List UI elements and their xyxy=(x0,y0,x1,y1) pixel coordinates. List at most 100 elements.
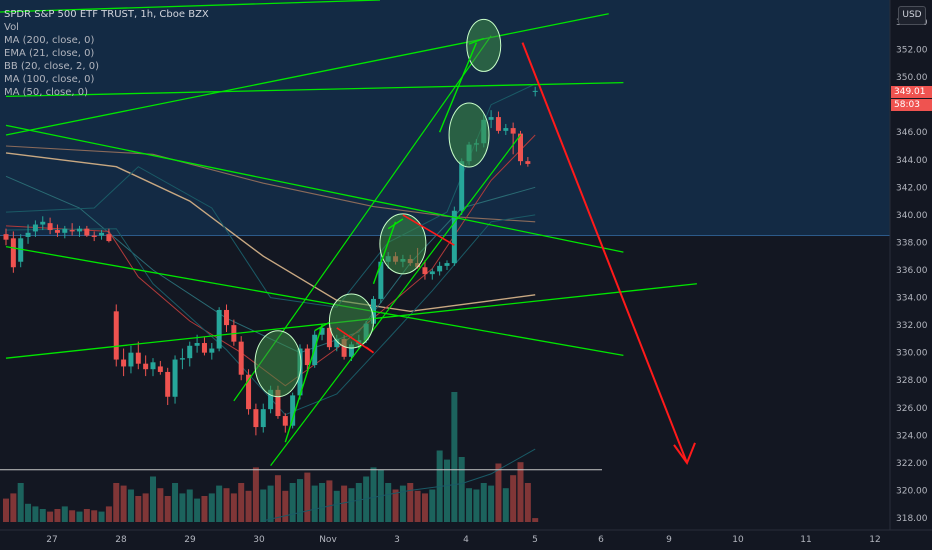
candle xyxy=(238,336,244,381)
candle xyxy=(510,122,516,155)
candle xyxy=(209,343,215,360)
time-axis: 27 28 29 30 Nov 3 4 5 6 9 10 11 12 xyxy=(0,529,932,545)
candle xyxy=(40,216,46,231)
candle-body xyxy=(290,395,296,426)
candle-body xyxy=(459,161,465,211)
drawing-annotations xyxy=(0,0,697,467)
candle-body xyxy=(304,348,310,366)
volume-bar xyxy=(421,493,428,522)
legend-bb[interactable]: BB (20, close, 2, 0) xyxy=(4,61,99,72)
candle xyxy=(459,158,465,215)
volume-bar xyxy=(216,485,223,522)
candle xyxy=(525,157,531,167)
candle-body xyxy=(25,232,31,237)
step-arrow xyxy=(372,221,397,285)
volume-bar xyxy=(127,489,134,522)
candle xyxy=(532,86,538,97)
price-tick-label: 346.00 xyxy=(896,128,928,138)
candle xyxy=(518,130,523,166)
volume-bar xyxy=(39,509,46,522)
currency-button[interactable]: USD xyxy=(898,6,926,25)
volume-bar xyxy=(32,506,39,522)
volume-bar xyxy=(458,457,465,522)
highlight-ellipse xyxy=(379,213,427,275)
time-tick-label: 27 xyxy=(46,535,57,545)
candle-body xyxy=(348,344,354,357)
legend-ma50[interactable]: MA (50, close, 0) xyxy=(4,87,89,98)
volume-bar xyxy=(392,489,399,522)
time-tick-label: 4 xyxy=(463,535,469,545)
price-tick-label: 336.00 xyxy=(896,266,928,276)
candle-body xyxy=(334,338,340,348)
candle xyxy=(77,225,82,237)
volume-bar xyxy=(142,493,149,522)
candle xyxy=(246,369,252,415)
volume-bar xyxy=(282,490,289,522)
volume-bar xyxy=(201,496,208,522)
price-tick-label: 340.00 xyxy=(896,211,928,221)
candle xyxy=(503,123,509,135)
legend-volume[interactable]: Vol xyxy=(4,22,19,33)
trend-line-top xyxy=(0,0,381,13)
volume-bar xyxy=(399,485,406,522)
candle xyxy=(54,224,60,237)
candle-body xyxy=(260,409,266,428)
legend-title[interactable]: SPDR S&P 500 ETF TRUST, 1h, Cboe BZX xyxy=(4,9,209,20)
candle xyxy=(165,367,171,406)
candle-body xyxy=(437,265,443,272)
candle xyxy=(99,230,105,240)
volume-bar xyxy=(480,483,487,522)
time-tick-label: Nov xyxy=(319,535,337,545)
volume-bar xyxy=(113,483,120,522)
volume-bar xyxy=(17,483,24,522)
candle-body xyxy=(268,389,274,410)
volume-bar xyxy=(333,490,340,522)
volume-bar xyxy=(98,511,105,522)
legend-ma200[interactable]: MA (200, close, 0) xyxy=(4,35,95,46)
volume-bar xyxy=(69,510,76,522)
price-tick-label: 344.00 xyxy=(896,156,928,166)
legend-ma100[interactable]: MA (100, close, 0) xyxy=(4,74,95,85)
volume-bar xyxy=(289,483,296,522)
current-price-tag: 349.01 xyxy=(891,86,932,98)
candle xyxy=(444,260,450,270)
trend-line xyxy=(5,245,624,357)
volume-bar xyxy=(208,493,215,522)
volume-bar xyxy=(510,475,517,522)
volume-bar xyxy=(319,483,326,522)
legend-ema21[interactable]: EMA (21, close, 0) xyxy=(4,48,95,59)
candle xyxy=(25,224,31,244)
candle-body xyxy=(282,416,288,426)
candle xyxy=(378,252,384,304)
candle xyxy=(10,231,16,273)
volume-bar xyxy=(341,485,348,522)
candle xyxy=(128,345,134,374)
candle xyxy=(18,234,24,268)
candle-body xyxy=(150,362,156,370)
volume-bar xyxy=(304,472,311,522)
chart-legend: SPDR S&P 500 ETF TRUST, 1h, Cboe BZX Vol… xyxy=(4,8,209,99)
volume-bar xyxy=(76,511,83,522)
candle xyxy=(224,304,229,332)
candle xyxy=(290,392,296,429)
volume-bar xyxy=(502,488,509,522)
candle xyxy=(429,268,435,280)
step-arrow-head xyxy=(468,37,485,45)
volume-bar xyxy=(444,459,450,522)
candle-body xyxy=(106,234,112,242)
channel-lower-line xyxy=(270,134,521,467)
volume-bar xyxy=(252,467,259,522)
candle-body xyxy=(209,348,215,353)
volume-bar xyxy=(25,503,32,522)
candle-body xyxy=(444,263,450,266)
volume-bar xyxy=(10,493,17,522)
candle-body xyxy=(532,90,538,92)
candle-body xyxy=(422,267,428,275)
candle xyxy=(282,413,288,433)
candle-body xyxy=(3,234,9,240)
candle-body xyxy=(275,389,281,417)
price-tick-label: 352.00 xyxy=(896,46,928,56)
candle-body xyxy=(503,128,509,131)
candle-body xyxy=(18,238,24,262)
